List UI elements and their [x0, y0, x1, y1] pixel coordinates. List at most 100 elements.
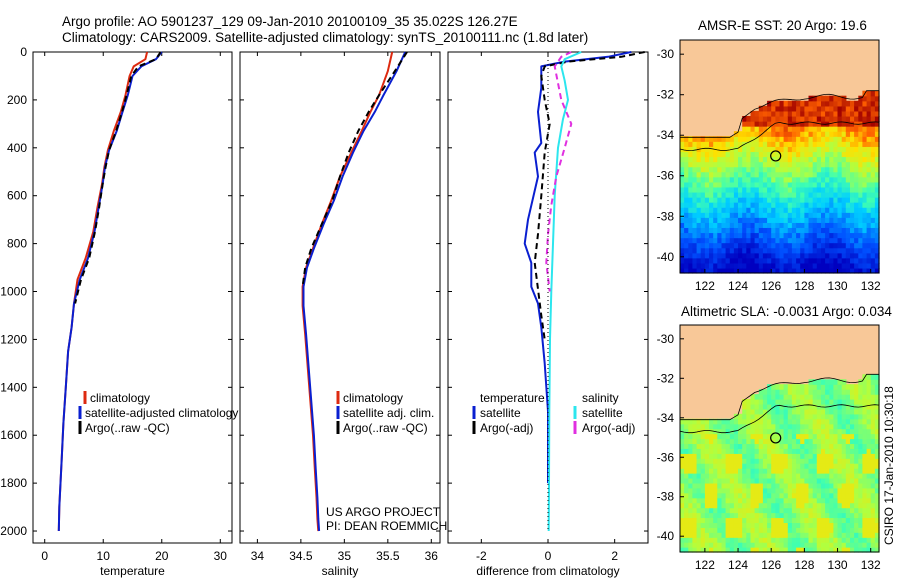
map-cell	[767, 478, 772, 484]
map-cell	[804, 413, 810, 420]
map-cell	[874, 237, 880, 244]
map-cell	[758, 166, 764, 173]
map-cell	[692, 252, 698, 259]
map-cell	[841, 428, 847, 435]
map-cell	[733, 227, 739, 234]
map-cell	[829, 418, 835, 425]
map-cell	[854, 100, 859, 107]
map-cell	[791, 482, 797, 489]
legend-label-climatology: climatology	[343, 391, 403, 405]
map-cell	[767, 507, 772, 514]
map-cell	[709, 478, 714, 484]
map-cell	[821, 507, 826, 514]
map-cell	[684, 423, 689, 430]
legend-label-temp-argo: Argo(-adj)	[480, 421, 533, 435]
map-cell	[825, 257, 830, 264]
map-cell	[845, 453, 851, 459]
map-cell	[758, 156, 764, 163]
map-cell	[796, 404, 801, 410]
map-cell	[858, 141, 864, 147]
map-cell	[800, 517, 805, 524]
map-cell	[787, 212, 793, 218]
map-cell	[850, 433, 855, 440]
map-cell	[717, 458, 723, 464]
map-cell	[812, 418, 818, 425]
map-cell	[870, 502, 876, 509]
map-cell	[771, 482, 776, 489]
map-cell	[829, 161, 835, 168]
map-cell	[866, 227, 872, 234]
map-cell	[742, 487, 747, 494]
map-cell	[746, 478, 752, 484]
map-cell	[866, 507, 872, 514]
map-cell	[700, 197, 706, 203]
map-cell	[692, 186, 698, 193]
map-cell	[713, 217, 718, 223]
map-cell	[721, 463, 727, 469]
map-cell	[866, 222, 872, 228]
map-cell	[684, 151, 689, 158]
map-cell	[816, 131, 822, 137]
map-cell	[762, 166, 768, 173]
map-cell	[862, 487, 868, 494]
map-cell	[808, 408, 814, 415]
map-cell	[833, 100, 839, 107]
map-cell	[816, 146, 822, 153]
map-cell	[858, 212, 864, 218]
map-cell	[796, 186, 801, 193]
map-cell	[804, 507, 810, 514]
map-cell	[713, 507, 718, 514]
map-cell	[796, 463, 801, 469]
map-cell	[825, 478, 830, 484]
map-cell	[800, 433, 805, 440]
map-cell	[696, 212, 702, 218]
map-cell	[812, 408, 818, 415]
map-cell	[833, 232, 839, 239]
map-cell	[779, 247, 785, 254]
map-cell	[688, 532, 694, 538]
map-cell	[738, 262, 743, 269]
map-cell	[787, 146, 793, 153]
map-cell	[746, 232, 752, 239]
map-cell	[762, 428, 768, 435]
map-cell	[725, 227, 731, 234]
map-cell	[746, 482, 752, 489]
map-cell	[750, 136, 756, 142]
map-cell	[870, 171, 876, 178]
map-cell	[837, 262, 843, 269]
map-cell	[874, 257, 880, 264]
map-cell	[746, 473, 752, 479]
map-cell	[850, 141, 855, 147]
legend-label-argo: Argo(..raw -QC)	[343, 421, 428, 435]
map-cell	[791, 197, 797, 203]
map-cell	[874, 394, 880, 400]
map-cell	[821, 116, 826, 122]
map-cell	[825, 192, 830, 198]
map-cell	[696, 171, 702, 178]
map-cell	[862, 126, 868, 132]
map-cell	[754, 232, 760, 239]
map-cell	[783, 497, 789, 504]
map-cell	[800, 232, 805, 239]
map-cell	[812, 202, 818, 208]
map-cell	[874, 433, 880, 440]
map-cell	[800, 227, 805, 234]
map-cell	[729, 443, 735, 449]
map-cell	[688, 473, 694, 479]
map-cell	[804, 399, 810, 405]
map-cell	[841, 237, 847, 244]
map-cell	[845, 433, 851, 440]
map-cell	[804, 227, 810, 234]
map-cell	[680, 161, 685, 168]
map-cell	[808, 141, 814, 147]
map-cell	[713, 547, 718, 553]
map-cell	[750, 502, 756, 509]
map-cell	[709, 542, 714, 548]
map-cell	[858, 527, 864, 533]
map-cell	[771, 512, 776, 519]
map-cell	[700, 473, 706, 479]
map-cell	[800, 202, 805, 208]
map-cell	[808, 247, 814, 254]
map-cell	[721, 458, 727, 464]
map-cell	[779, 136, 785, 142]
